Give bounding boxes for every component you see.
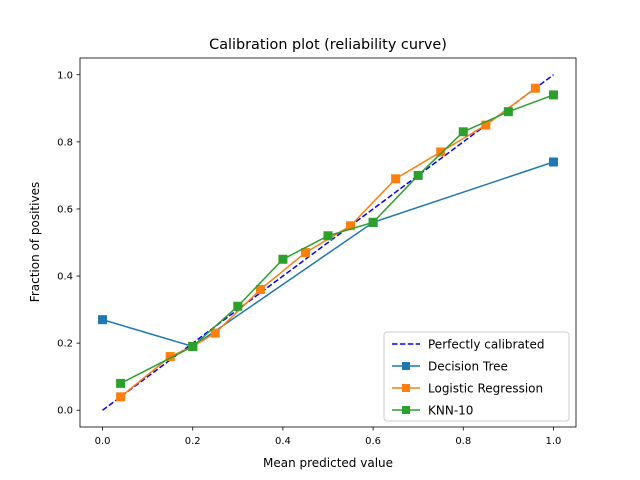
y-tick-label: 0.0: [57, 406, 73, 417]
series-knn-10: [116, 90, 558, 388]
legend-label: Perfectly calibrated: [428, 338, 545, 352]
series-line: [102, 74, 554, 411]
x-tick-label: 0.4: [275, 436, 291, 447]
y-tick-label: 0.8: [57, 137, 73, 148]
data-point: [255, 284, 265, 294]
data-point: [458, 127, 468, 137]
data-point: [300, 248, 310, 258]
series-perfectly-calibrated: [102, 74, 554, 411]
data-point: [503, 107, 513, 117]
legend-label: KNN-10: [428, 404, 473, 418]
legend-label: Decision Tree: [428, 360, 508, 374]
y-axis-label: Fraction of positives: [28, 182, 42, 302]
y-tick-label: 0.6: [57, 204, 73, 215]
legend: Perfectly calibrated Decision Tree Logisti…: [383, 331, 570, 422]
data-point: [323, 231, 333, 241]
legend-swatch-marker: [402, 406, 410, 414]
data-point: [436, 147, 446, 157]
y-tick-label: 0.2: [57, 339, 73, 350]
x-tick-label: 1.0: [546, 436, 562, 447]
x-tick-label: 0.0: [95, 436, 111, 447]
x-tick-label: 0.8: [455, 436, 471, 447]
y-tick-label: 1.0: [57, 70, 73, 81]
y-tick-label: 0.4: [57, 272, 73, 283]
data-point: [548, 90, 558, 100]
data-point: [530, 83, 540, 93]
chart-title: Calibration plot (reliability curve): [209, 37, 447, 53]
series-line: [120, 94, 554, 385]
legend-box: [383, 331, 570, 422]
data-point: [98, 315, 108, 325]
data-point: [210, 328, 220, 338]
legend-swatch-marker: [402, 362, 410, 370]
data-point: [278, 254, 288, 264]
legend-swatch-marker: [402, 384, 410, 392]
data-point: [413, 170, 423, 180]
data-point: [548, 157, 558, 167]
data-point: [116, 392, 126, 402]
series-line: [102, 161, 554, 348]
legend-label: Logistic Regression: [428, 382, 543, 396]
x-tick-label: 0.6: [365, 436, 381, 447]
data-point: [188, 341, 198, 351]
x-axis-label: Mean predicted value: [263, 456, 393, 470]
data-point: [233, 301, 243, 311]
data-point: [391, 174, 401, 184]
axes-frame: [79, 57, 577, 428]
data-point: [116, 378, 126, 388]
x-tick-label: 0.2: [185, 436, 201, 447]
plot-area: 0.0 0.2 0.4 0.6 0.8 1.0 0.0 0.2 0.4 0.6 0.8 1.0: [57, 57, 577, 447]
data-point: [368, 217, 378, 227]
